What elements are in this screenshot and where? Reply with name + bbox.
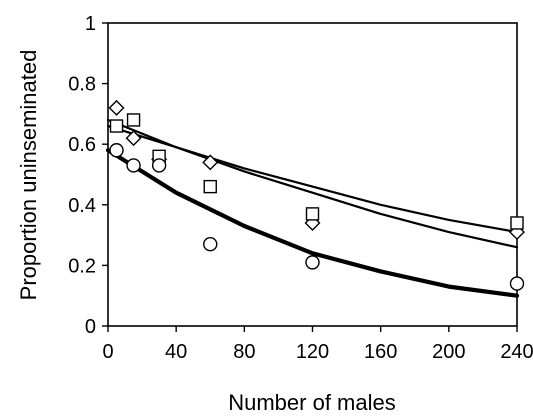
x-tick-label: 160 — [364, 341, 397, 363]
fit-curves — [105, 118, 520, 298]
x-tick-label: 40 — [165, 341, 187, 363]
y-tick-label: 0.6 — [68, 134, 96, 156]
x-tick-label: 240 — [500, 341, 533, 363]
fit-curve-thick — [105, 148, 520, 298]
y-tick-label: 0.8 — [68, 74, 96, 96]
data-point-square — [109, 119, 124, 133]
data-point-circle — [126, 158, 141, 173]
x-tick-label: 120 — [296, 341, 329, 363]
data-point-square — [126, 113, 141, 127]
data-point-circle — [203, 236, 218, 252]
x-axis-label: Number of males — [228, 390, 396, 415]
data-point-square — [305, 207, 320, 221]
y-tick-label: 0.4 — [68, 195, 96, 217]
data-point-diamond — [108, 99, 125, 116]
y-tick-label: 0 — [85, 316, 96, 338]
data-point-circle — [151, 158, 167, 173]
y-axis-label: Proportion uninseminated — [16, 50, 41, 301]
data-point-circle — [109, 143, 124, 158]
data-point-diamond — [202, 154, 219, 171]
data-point-circle — [509, 276, 525, 291]
x-tick-label: 0 — [102, 341, 113, 363]
x-axis-ticks — [107, 326, 518, 332]
data-point-square — [510, 216, 524, 230]
y-axis-tick-labels: 0 0.2 0.4 0.6 0.8 1 — [68, 13, 96, 338]
data-point-square — [203, 179, 217, 194]
x-axis-tick-labels: 0 40 80 120 160 200 240 — [102, 341, 533, 363]
data-point-diamond — [125, 130, 142, 147]
fit-curve-thin — [106, 118, 519, 249]
x-tick-label: 200 — [432, 341, 465, 363]
data-point-circle — [305, 255, 320, 270]
y-tick-label: 0.2 — [68, 255, 96, 277]
plot-frame — [107, 22, 518, 327]
x-tick-label: 80 — [233, 341, 255, 363]
data-points — [108, 99, 525, 291]
y-tick-label: 1 — [85, 13, 96, 35]
y-axis-ticks — [102, 22, 108, 327]
